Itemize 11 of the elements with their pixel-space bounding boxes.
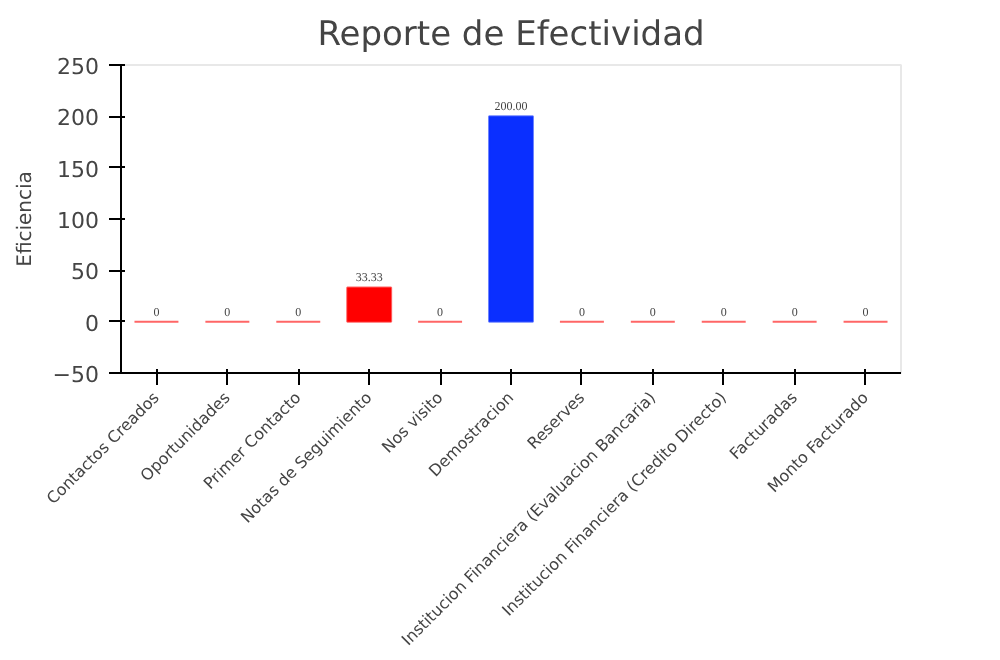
y-tick-label: 100	[57, 208, 100, 234]
y-tick-label: 250	[57, 54, 100, 80]
bar	[488, 115, 534, 323]
y-axis-title: Eficiencia	[14, 171, 37, 267]
y-tick-label: −50	[52, 362, 100, 388]
y-tick-label: 150	[57, 156, 100, 183]
y-tick-label: 200	[57, 105, 100, 132]
chart-title: Reporte de Efectividad	[317, 15, 705, 55]
bar	[346, 286, 393, 323]
y-tick-label: 0	[85, 310, 99, 337]
y-tick-label: 50	[71, 259, 100, 286]
